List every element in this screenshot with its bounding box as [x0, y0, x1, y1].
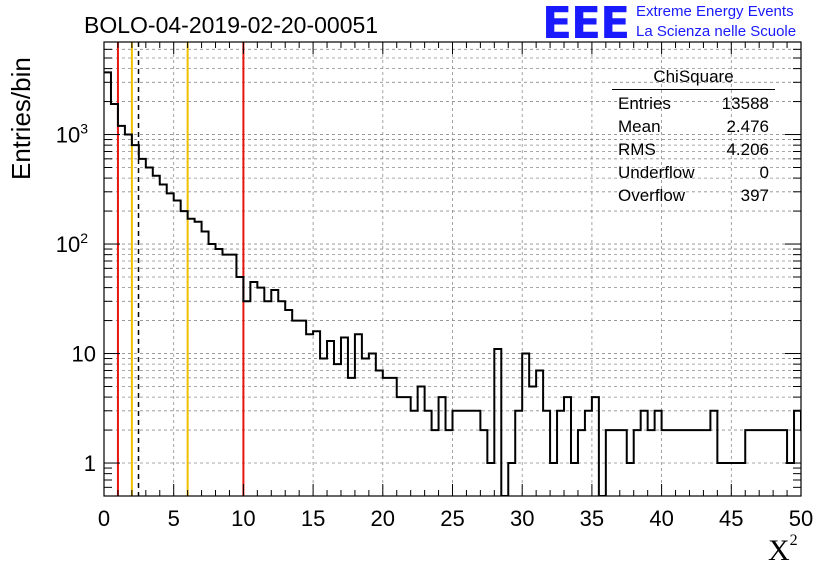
x-axis-label: X2 [768, 532, 798, 568]
x-tick-label: 25 [440, 506, 464, 531]
logo-line-1: Extreme Energy Events [636, 3, 794, 20]
x-tick-label: 10 [231, 506, 255, 531]
stats-row: Mean 2.476 [612, 115, 775, 138]
x-tick-label: 20 [371, 506, 395, 531]
stats-label: Underflow [618, 163, 695, 182]
x-tick-label: 45 [719, 506, 743, 531]
x-axis-label-sup: 2 [789, 532, 798, 549]
y-tick-label: 102 [56, 230, 88, 257]
x-tick-label: 40 [649, 506, 673, 531]
stats-row: Underflow 0 [612, 161, 775, 184]
stats-label: RMS [618, 140, 656, 159]
stats-box: ChiSquare Entries 13588 Mean 2.476 RMS 4… [612, 67, 775, 207]
stats-row: Entries 13588 [612, 92, 775, 115]
stats-value: 0 [759, 163, 769, 182]
histogram-series [104, 71, 801, 496]
y-tick-label: 10 [72, 342, 96, 367]
stats-value: 397 [740, 186, 769, 205]
stats-label: Overflow [618, 186, 686, 205]
stats-value: 2.476 [726, 117, 769, 136]
eee-logo: EEE [542, 0, 630, 49]
y-tick-label: 1 [84, 451, 96, 476]
stats-title: ChiSquare [612, 67, 775, 90]
x-tick-label: 0 [98, 506, 110, 531]
stats-value: 4.206 [726, 140, 769, 159]
stats-label: Mean [618, 117, 661, 136]
eee-logo-text: Extreme Energy Events La Scienza nelle S… [636, 2, 796, 42]
y-axis-label: Entries/bin [6, 57, 36, 180]
x-tick-label: 15 [301, 506, 325, 531]
y-tick-label: 103 [56, 121, 88, 148]
stats-label: Entries [618, 94, 671, 113]
stats-row: Overflow 397 [612, 184, 775, 207]
x-tick-label: 50 [789, 506, 813, 531]
histogram-title: BOLO-04-2019-02-20-00051 [84, 12, 379, 38]
x-tick-label: 5 [168, 506, 180, 531]
x-axis-label-main: X [768, 534, 790, 567]
stats-row: RMS 4.206 [612, 138, 775, 161]
x-tick-label: 30 [510, 506, 534, 531]
x-tick-label: 35 [580, 506, 604, 531]
stats-value: 13588 [721, 94, 769, 113]
logo-line-2: La Scienza nelle Scuole [636, 23, 797, 40]
